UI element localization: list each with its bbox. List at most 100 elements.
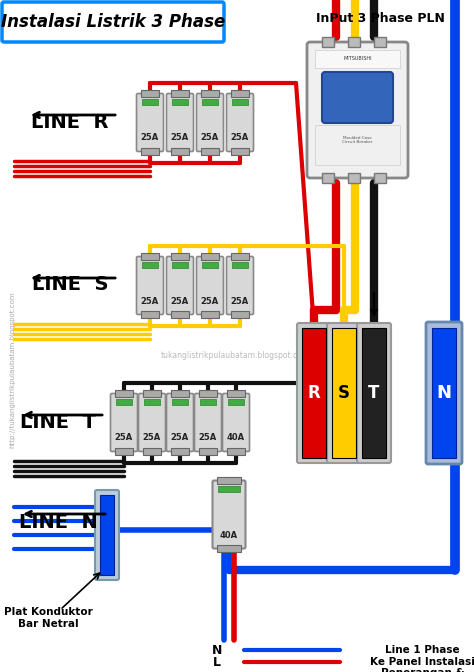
Text: 25A: 25A xyxy=(115,433,133,442)
Text: tukanglistrikpulaubatam.blogspot.com: tukanglistrikpulaubatam.blogspot.com xyxy=(160,351,310,360)
Bar xyxy=(141,148,159,155)
Bar xyxy=(171,448,189,455)
FancyBboxPatch shape xyxy=(138,394,165,452)
FancyBboxPatch shape xyxy=(95,490,119,580)
Text: LINE  T: LINE T xyxy=(20,413,96,431)
Text: 25A: 25A xyxy=(199,433,217,442)
Bar xyxy=(374,37,386,47)
FancyBboxPatch shape xyxy=(166,394,193,452)
FancyBboxPatch shape xyxy=(194,394,221,452)
Bar xyxy=(200,399,216,405)
Bar xyxy=(141,253,159,260)
Text: 25A: 25A xyxy=(171,134,189,142)
Text: 40A: 40A xyxy=(220,530,238,540)
Text: LINE  S: LINE S xyxy=(32,276,108,294)
FancyBboxPatch shape xyxy=(327,323,361,463)
Bar xyxy=(143,448,161,455)
FancyBboxPatch shape xyxy=(222,394,249,452)
Bar xyxy=(322,37,334,47)
Bar xyxy=(231,253,249,260)
Bar xyxy=(171,390,189,397)
Bar xyxy=(228,399,244,405)
Bar xyxy=(199,390,217,397)
Bar xyxy=(171,311,189,318)
Text: 25A: 25A xyxy=(141,134,159,142)
Bar xyxy=(142,262,158,268)
FancyBboxPatch shape xyxy=(227,257,254,314)
Text: Plat Konduktor
Bar Netral: Plat Konduktor Bar Netral xyxy=(4,607,92,629)
Bar xyxy=(348,37,360,47)
Bar xyxy=(202,262,218,268)
Bar xyxy=(201,311,219,318)
Bar xyxy=(315,125,400,165)
Bar xyxy=(217,477,241,484)
Bar xyxy=(143,390,161,397)
Bar xyxy=(374,173,386,183)
Text: 25A: 25A xyxy=(171,296,189,306)
FancyBboxPatch shape xyxy=(166,93,193,151)
Bar xyxy=(172,262,188,268)
Bar xyxy=(218,486,240,492)
Text: LINE  N: LINE N xyxy=(18,513,97,532)
Text: 25A: 25A xyxy=(231,134,249,142)
Bar xyxy=(201,90,219,97)
FancyBboxPatch shape xyxy=(197,257,224,314)
Bar xyxy=(201,148,219,155)
Bar xyxy=(332,328,356,458)
Text: 25A: 25A xyxy=(143,433,161,442)
Bar xyxy=(217,545,241,552)
Bar xyxy=(231,148,249,155)
Text: N: N xyxy=(437,384,452,402)
FancyBboxPatch shape xyxy=(322,72,393,123)
Bar xyxy=(141,90,159,97)
Text: T: T xyxy=(368,384,380,402)
FancyBboxPatch shape xyxy=(227,93,254,151)
Bar xyxy=(115,448,133,455)
Bar xyxy=(201,253,219,260)
Text: InPut 3 Phase PLN: InPut 3 Phase PLN xyxy=(316,11,445,24)
FancyBboxPatch shape xyxy=(137,257,164,314)
FancyBboxPatch shape xyxy=(212,480,246,548)
Text: 40A: 40A xyxy=(227,433,245,442)
Text: 25A: 25A xyxy=(141,296,159,306)
Bar xyxy=(199,448,217,455)
Bar xyxy=(322,173,334,183)
Bar xyxy=(432,328,456,458)
Bar xyxy=(348,173,360,183)
Text: N: N xyxy=(212,644,222,657)
Bar xyxy=(116,399,132,405)
Text: 25A: 25A xyxy=(201,134,219,142)
Text: Instalasi Listrik 3 Phase: Instalasi Listrik 3 Phase xyxy=(1,13,225,31)
Bar xyxy=(171,90,189,97)
Text: 25A: 25A xyxy=(231,296,249,306)
Text: S: S xyxy=(338,384,350,402)
FancyBboxPatch shape xyxy=(297,323,331,463)
Bar xyxy=(171,148,189,155)
Bar xyxy=(315,50,400,68)
Bar xyxy=(202,99,218,105)
FancyBboxPatch shape xyxy=(166,257,193,314)
FancyBboxPatch shape xyxy=(307,42,408,178)
Bar xyxy=(227,390,245,397)
Text: 25A: 25A xyxy=(201,296,219,306)
Text: Line 1 Phase
Ke Panel Instalasi
Penerangan &
Stop Kontak: Line 1 Phase Ke Panel Instalasi Penerang… xyxy=(370,645,474,672)
FancyBboxPatch shape xyxy=(426,322,462,464)
Bar xyxy=(141,311,159,318)
Bar xyxy=(362,328,386,458)
Bar xyxy=(232,99,248,105)
FancyBboxPatch shape xyxy=(110,394,137,452)
Bar xyxy=(100,495,114,575)
FancyBboxPatch shape xyxy=(357,323,391,463)
Text: L: L xyxy=(213,655,221,669)
Bar xyxy=(231,311,249,318)
Bar xyxy=(172,399,188,405)
Bar xyxy=(231,90,249,97)
Text: R: R xyxy=(308,384,320,402)
FancyBboxPatch shape xyxy=(197,93,224,151)
Bar xyxy=(142,99,158,105)
Bar xyxy=(232,262,248,268)
Bar xyxy=(227,448,245,455)
Bar xyxy=(172,99,188,105)
Text: http://tukanglistrikpulaubatam.blogspot.com: http://tukanglistrikpulaubatam.blogspot.… xyxy=(9,292,15,448)
FancyBboxPatch shape xyxy=(2,2,224,42)
